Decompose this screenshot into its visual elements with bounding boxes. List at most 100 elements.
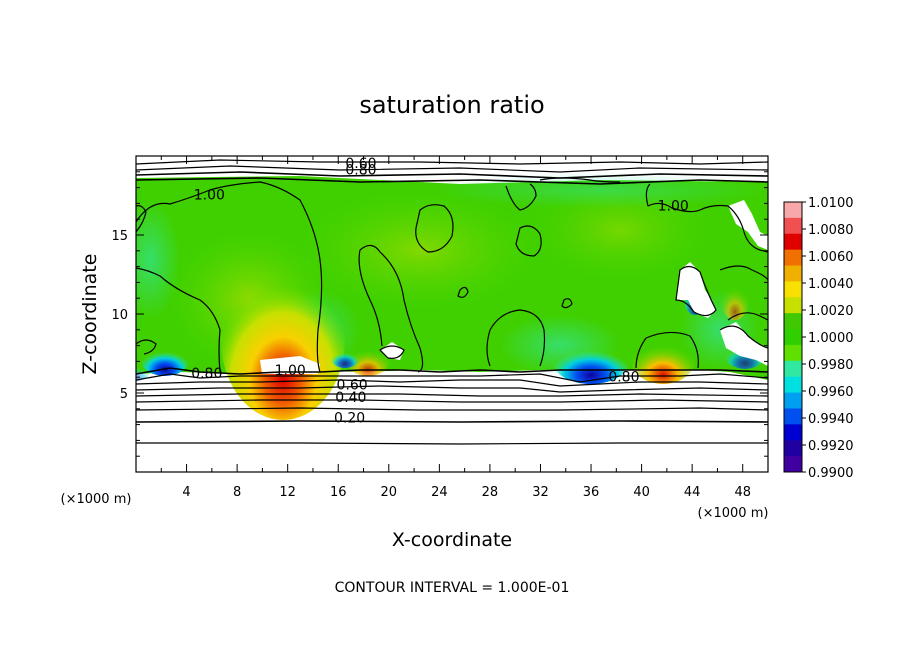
x-tick-label: 44	[684, 485, 701, 500]
dry-patch	[260, 356, 320, 374]
contour-line	[515, 225, 542, 257]
colorbar-label: 0.9940	[808, 412, 854, 427]
hotspot-mid	[346, 344, 390, 376]
colorbar-swatch	[784, 408, 802, 425]
contour-line	[136, 420, 768, 423]
x-axis-ticks: 4 8 12 16 20 24 28 32 36 40 44 48	[160, 156, 751, 500]
contour-line	[675, 265, 717, 317]
contour-label: 0.60	[345, 156, 376, 172]
contour-line	[136, 177, 768, 185]
contour-line	[136, 379, 768, 387]
contour-line	[136, 267, 221, 373]
contour-line	[136, 385, 768, 393]
colorbar-swatch	[784, 249, 802, 267]
colorbar-label: 0.9960	[808, 385, 854, 400]
contour-line	[136, 165, 768, 173]
colorbar-label: 1.0100	[808, 196, 854, 211]
x-tick-label: 36	[583, 485, 600, 500]
colorbar-swatch	[784, 297, 802, 314]
x-tick-label: 20	[381, 485, 398, 500]
contour-label: 0.40	[335, 390, 366, 406]
contour-line	[457, 286, 469, 298]
contour-line	[136, 367, 768, 375]
x-tick-label: 24	[431, 485, 448, 500]
chart-title: saturation ratio	[359, 91, 544, 119]
colorbar-swatch	[784, 424, 802, 441]
contour-label: 0.80	[345, 162, 376, 178]
x-tick-label: 8	[233, 485, 241, 500]
contour-label: 0.20	[334, 410, 365, 426]
colorbar-label: 1.0020	[808, 304, 854, 319]
dry-patch	[728, 200, 768, 250]
x-tick-label: 28	[482, 485, 499, 500]
contour-label: 0.80	[191, 366, 222, 382]
hotspot-main	[221, 260, 345, 420]
cool-patch	[430, 172, 768, 208]
y-tick-label: 5	[120, 387, 128, 402]
contour-interval-note: CONTOUR INTERVAL = 1.000E-01	[335, 580, 570, 596]
y-tick-label: 15	[111, 229, 128, 244]
contour-label: 1.00	[194, 188, 225, 204]
contour-line	[645, 183, 651, 207]
contour-line	[719, 325, 768, 349]
x-tick-label: 32	[532, 485, 549, 500]
colorbar-label: 1.0040	[808, 277, 854, 292]
x-tick-label: 4	[182, 485, 190, 500]
contour-line	[136, 407, 768, 411]
contour-line	[359, 244, 424, 373]
x-tick-label: 16	[330, 485, 347, 500]
colorbar-swatch	[784, 440, 802, 457]
x-tick-label: 48	[734, 485, 751, 500]
colorbar-label: 0.9980	[808, 358, 854, 373]
contour-line	[136, 442, 768, 445]
field-variation	[300, 190, 540, 310]
colorbar-swatch	[784, 456, 802, 473]
contour-line	[136, 373, 768, 383]
colorbar-swatch	[784, 202, 802, 219]
contour-label: 0.60	[337, 377, 368, 393]
colorbar-label: 1.0060	[808, 250, 854, 265]
colorbar-swatch	[784, 233, 802, 251]
colorbar-swatch	[784, 329, 802, 346]
colorbar-swatch	[784, 392, 802, 409]
contour-label: 1.00	[658, 199, 689, 215]
contour-line	[136, 181, 323, 373]
contour-line	[719, 265, 768, 281]
colorbar-swatch	[784, 281, 802, 298]
hotspot-minor	[721, 280, 749, 320]
colorbar-swatch	[784, 360, 802, 378]
colorbar-swatch	[784, 313, 802, 330]
contour-line	[415, 204, 454, 253]
dry-patch	[720, 322, 768, 366]
coldspot-west	[141, 344, 189, 376]
contour-line	[379, 345, 405, 359]
colorbar-label: 0.9900	[808, 466, 854, 481]
contour-line	[136, 205, 147, 233]
cool-patch	[136, 200, 180, 320]
contour-line	[358, 249, 383, 347]
colorbar-swatch	[784, 344, 802, 362]
contour-line	[136, 171, 768, 179]
contour-line	[136, 399, 768, 403]
colorbar: 1.0100 1.0080 1.0060 1.0040 1.0020 1.0000 0.99…	[783, 196, 854, 481]
x-axis-label: X-coordinate	[392, 529, 512, 551]
x-tick-label: 12	[279, 485, 296, 500]
hotspot-east	[631, 336, 695, 384]
x-unit-label: (×1000 m)	[698, 506, 769, 521]
colorbar-label: 1.0080	[808, 223, 854, 238]
coldspot-mid	[331, 348, 359, 368]
contour-line	[505, 183, 537, 211]
contour-label: 0.80	[608, 369, 639, 385]
contour-line	[635, 337, 647, 369]
colorbar-label: 1.0000	[808, 331, 854, 346]
contour-line	[136, 339, 157, 355]
colorbar-swatch	[784, 376, 802, 394]
coldspot-east	[553, 340, 629, 384]
x-tick-label: 40	[633, 485, 650, 500]
contour-labels: 0.600.801.001.000.80 1.000.600.400.200.80	[191, 156, 689, 426]
contour-line	[645, 331, 699, 369]
contour-line	[136, 393, 768, 397]
dry-patch	[676, 262, 716, 318]
contour-line	[486, 329, 491, 367]
